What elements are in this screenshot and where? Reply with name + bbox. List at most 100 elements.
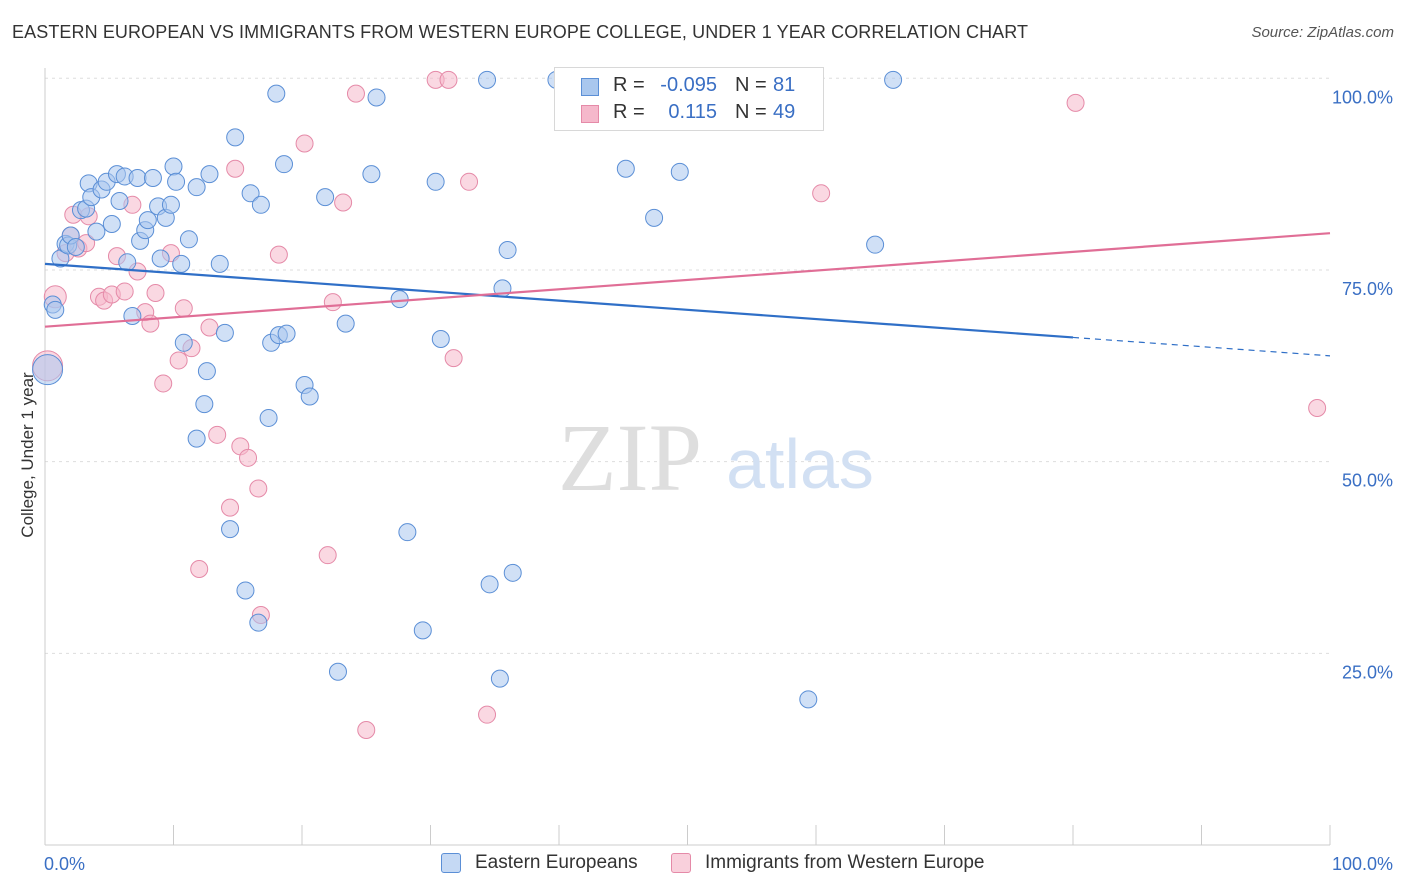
blue-point [143, 168, 162, 187]
pink-point [439, 70, 458, 89]
blue-point [187, 429, 206, 448]
pink-point [812, 184, 831, 203]
pink-point [478, 705, 497, 724]
legend-r-value: -0.095 [660, 74, 717, 96]
pink-point [1066, 93, 1085, 112]
axes [44, 68, 1331, 846]
watermark: ZIP atlas [558, 404, 874, 511]
legend-label-eastern-europeans: Eastern Europeans [475, 852, 638, 873]
blue-point [197, 362, 216, 381]
blue-point [102, 214, 121, 233]
blue-point [367, 88, 386, 107]
blue-point [316, 188, 335, 207]
blue-point [110, 191, 129, 210]
legend-r-value: 0.115 [668, 101, 717, 123]
blue-point [241, 184, 260, 203]
bottom-legend: Eastern Europeans Immigrants from Wester… [0, 852, 1406, 878]
trend-lines [44, 232, 1331, 357]
blue-point [251, 195, 270, 214]
legend-n-value: 49 [773, 101, 796, 123]
blue-point [884, 70, 903, 89]
pink-point [357, 720, 376, 739]
blue-point [66, 237, 85, 256]
legend-row-eastern-europeans: R = -0.095 N = 81 [555, 74, 823, 100]
y-tick-label: 75.0% [1342, 279, 1393, 299]
blue-point [336, 314, 355, 333]
blue-point [221, 520, 240, 539]
blue-point [46, 300, 65, 319]
legend-r-label: R = [613, 101, 645, 123]
legend-r-label: R = [613, 74, 645, 96]
blue-point [200, 165, 219, 184]
pink-point [318, 546, 337, 565]
x-tick-labels: 0.0% 100.0% [44, 854, 1393, 874]
legend-swatch-pink [581, 105, 599, 123]
legend-n-value: 81 [773, 74, 796, 96]
watermark-atlas: atlas [726, 425, 874, 503]
blue-point [174, 333, 193, 352]
blue-point [277, 324, 296, 343]
pink-point [154, 374, 173, 393]
pink-point [323, 293, 342, 312]
blue-point [670, 162, 689, 181]
pink-point [169, 351, 188, 370]
pink-point [221, 498, 240, 517]
y-tick-labels: 25.0% 50.0% 75.0% 100.0% [1332, 87, 1393, 682]
pink-point [146, 283, 165, 302]
stats-legend: R = -0.095 N = 81 R = 0.115 N = 49 [554, 67, 824, 131]
pink-point [249, 479, 268, 498]
eastern-europeans-trend-extension [1072, 336, 1331, 357]
blue-point [431, 329, 450, 348]
blue-point [259, 408, 278, 427]
blue-point [187, 178, 206, 197]
blue-point [226, 128, 245, 147]
y-tick-label: 50.0% [1342, 471, 1393, 491]
blue-point [236, 581, 255, 600]
y-tick-label: 25.0% [1342, 662, 1393, 682]
blue-point [390, 290, 409, 309]
source-label: Source: ZipAtlas.com [1251, 24, 1394, 41]
y-tick-label: 100.0% [1332, 87, 1393, 107]
blue-point [210, 254, 229, 273]
legend-n-label: N = [735, 74, 767, 96]
blue-point [215, 323, 234, 342]
legend-row-immigrants-western-europe: R = 0.115 N = 49 [555, 101, 823, 127]
blue-point [167, 172, 186, 191]
blue-point [249, 613, 268, 632]
pink-point [208, 425, 227, 444]
blue-point [398, 523, 417, 542]
legend-label-immigrants-western-europe: Immigrants from Western Europe [705, 852, 985, 873]
legend-swatch-pink [671, 853, 691, 873]
x-tick-label: 0.0% [44, 854, 85, 874]
pink-point [115, 282, 134, 301]
pink-point [239, 448, 258, 467]
blue-point [179, 230, 198, 249]
blue-point [362, 165, 381, 184]
pink-point [226, 159, 245, 178]
blue-point [87, 222, 106, 241]
blue-point [426, 172, 445, 191]
pink-point [295, 134, 314, 153]
blue-point [128, 168, 147, 187]
blue-point [328, 662, 347, 681]
legend-swatch-blue [441, 853, 461, 873]
blue-point [195, 395, 214, 414]
blue-point [866, 235, 885, 254]
legend-swatch-blue [581, 78, 599, 96]
legend-n-label: N = [735, 101, 767, 123]
pink-point [190, 559, 209, 578]
eastern-europeans-trend-line [44, 262, 1074, 339]
blue-point [164, 157, 183, 176]
blue-point [123, 306, 142, 325]
blue-point [138, 211, 157, 230]
blue-point [267, 84, 286, 103]
pink-point [334, 193, 353, 212]
blue-point [32, 354, 64, 386]
blue-point [413, 621, 432, 640]
pink-point [460, 172, 479, 191]
pink-point [174, 299, 193, 318]
pink-point [269, 245, 288, 264]
x-tick-label: 100.0% [1332, 854, 1393, 874]
pink-point [200, 318, 219, 337]
